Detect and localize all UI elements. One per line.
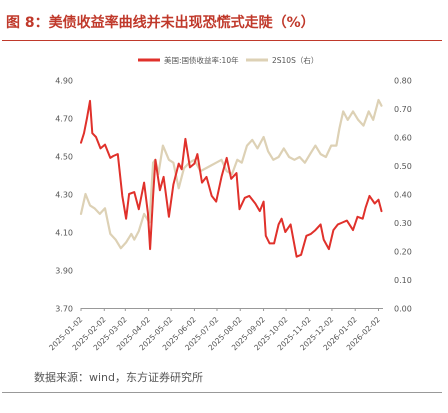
right-axis: 0.00 0.10 0.20 0.30 0.40 0.50 0.60 0.70 0.80 [394, 77, 412, 314]
left-tick-label: 4.90 [55, 77, 73, 86]
legend: 美国:国债收益率:10年 2S10S（右） [138, 55, 318, 65]
left-tick-label: 4.10 [55, 229, 73, 238]
series-line-yield [80, 99, 383, 258]
right-tick-label: 0.80 [394, 77, 412, 86]
right-tick-label: 0.30 [394, 219, 412, 228]
legend-label: 美国:国债收益率:10年 [164, 55, 239, 65]
right-tick-label: 0.40 [394, 191, 412, 200]
series-layer [79, 98, 383, 258]
legend-label: 2S10S（右） [272, 55, 318, 65]
left-tick-label: 3.70 [55, 305, 73, 314]
left-tick-label: 3.90 [55, 267, 73, 276]
figure-title: 图 8：美债收益率曲线并未出现恐慌式走陡（%） [6, 15, 315, 31]
right-tick-label: 0.10 [394, 276, 412, 285]
x-axis: 2025-01-022025-02-022025-03-022025-04-02… [47, 308, 383, 352]
right-tick-label: 0.70 [394, 105, 412, 114]
title-divider [2, 40, 442, 41]
left-tick-label: 4.70 [55, 115, 73, 124]
left-axis: 3.70 3.90 4.10 4.30 4.50 4.70 4.90 [55, 77, 73, 314]
right-tick-label: 0.00 [394, 305, 412, 314]
right-tick-label: 0.50 [394, 162, 412, 171]
left-tick-label: 4.30 [55, 191, 73, 200]
source-note: 数据来源：wind，东方证券研究所 [34, 371, 204, 384]
right-tick-label: 0.60 [394, 134, 412, 143]
bottom-divider [2, 392, 442, 393]
left-tick-label: 4.50 [55, 153, 73, 162]
right-tick-label: 0.20 [394, 248, 412, 257]
